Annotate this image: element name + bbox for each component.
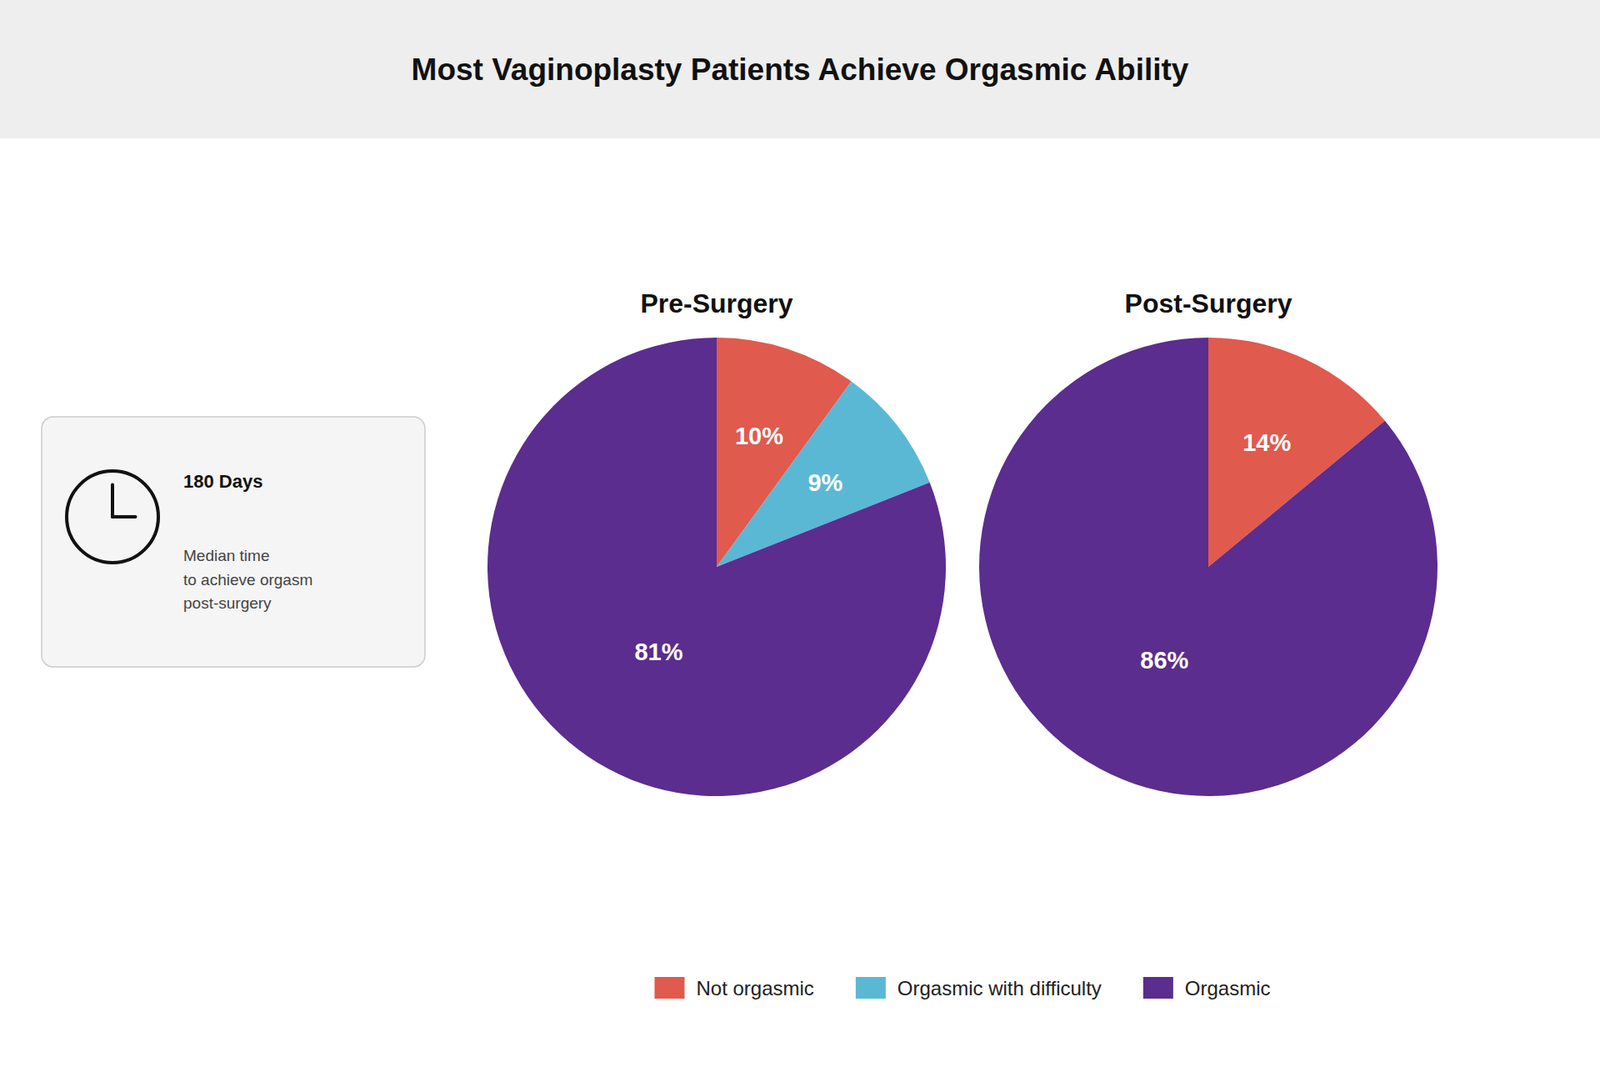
data-label: 14% xyxy=(1242,429,1291,456)
legend: Not orgasmic Orgasmic with difficulty Orga… xyxy=(654,976,1270,1000)
clock-hand xyxy=(112,515,136,519)
title-bar xyxy=(0,0,1600,139)
legend-item: Orgasmic xyxy=(1143,976,1271,1000)
pie-title: Pre-Surgery xyxy=(640,288,793,319)
legend-label: Orgasmic xyxy=(1185,976,1271,1000)
legend-swatch xyxy=(855,976,886,999)
pie-title: Post-Surgery xyxy=(1125,288,1293,319)
legend-item: Not orgasmic xyxy=(654,976,814,1000)
data-label: 9% xyxy=(807,469,843,496)
content-background xyxy=(0,0,1600,1067)
pie-chart: Post-Surgery xyxy=(979,288,1438,796)
pie-slice xyxy=(979,337,1438,796)
info-box-frame xyxy=(41,416,425,667)
info-headline: 180 Days xyxy=(183,470,263,492)
info-box: 180 Days Median timeto achieve orgasmpost… xyxy=(41,416,425,667)
pie-slice xyxy=(487,337,946,796)
chart-canvas: Most Vaginoplasty Patients Achieve Orgas… xyxy=(0,0,1600,1067)
pie-chart: Pre-Surgery xyxy=(487,288,946,796)
data-label: 10% xyxy=(735,422,784,450)
legend-label: Orgasmic with difficulty xyxy=(897,976,1102,1000)
clock-face xyxy=(66,470,159,563)
clock-icon xyxy=(66,470,159,563)
data-label: 81% xyxy=(634,638,683,665)
chart-title: Most Vaginoplasty Patients Achieve Orgas… xyxy=(411,52,1190,87)
legend-label: Not orgasmic xyxy=(695,976,814,1000)
data-label: 86% xyxy=(1140,646,1189,674)
legend-swatch xyxy=(654,976,685,999)
info-text: Median timeto achieve orgasmpost-surgery xyxy=(183,546,313,612)
clock-hand xyxy=(110,485,115,518)
legend-item: Orgasmic with difficulty xyxy=(855,976,1102,1000)
legend-swatch xyxy=(1143,976,1174,999)
